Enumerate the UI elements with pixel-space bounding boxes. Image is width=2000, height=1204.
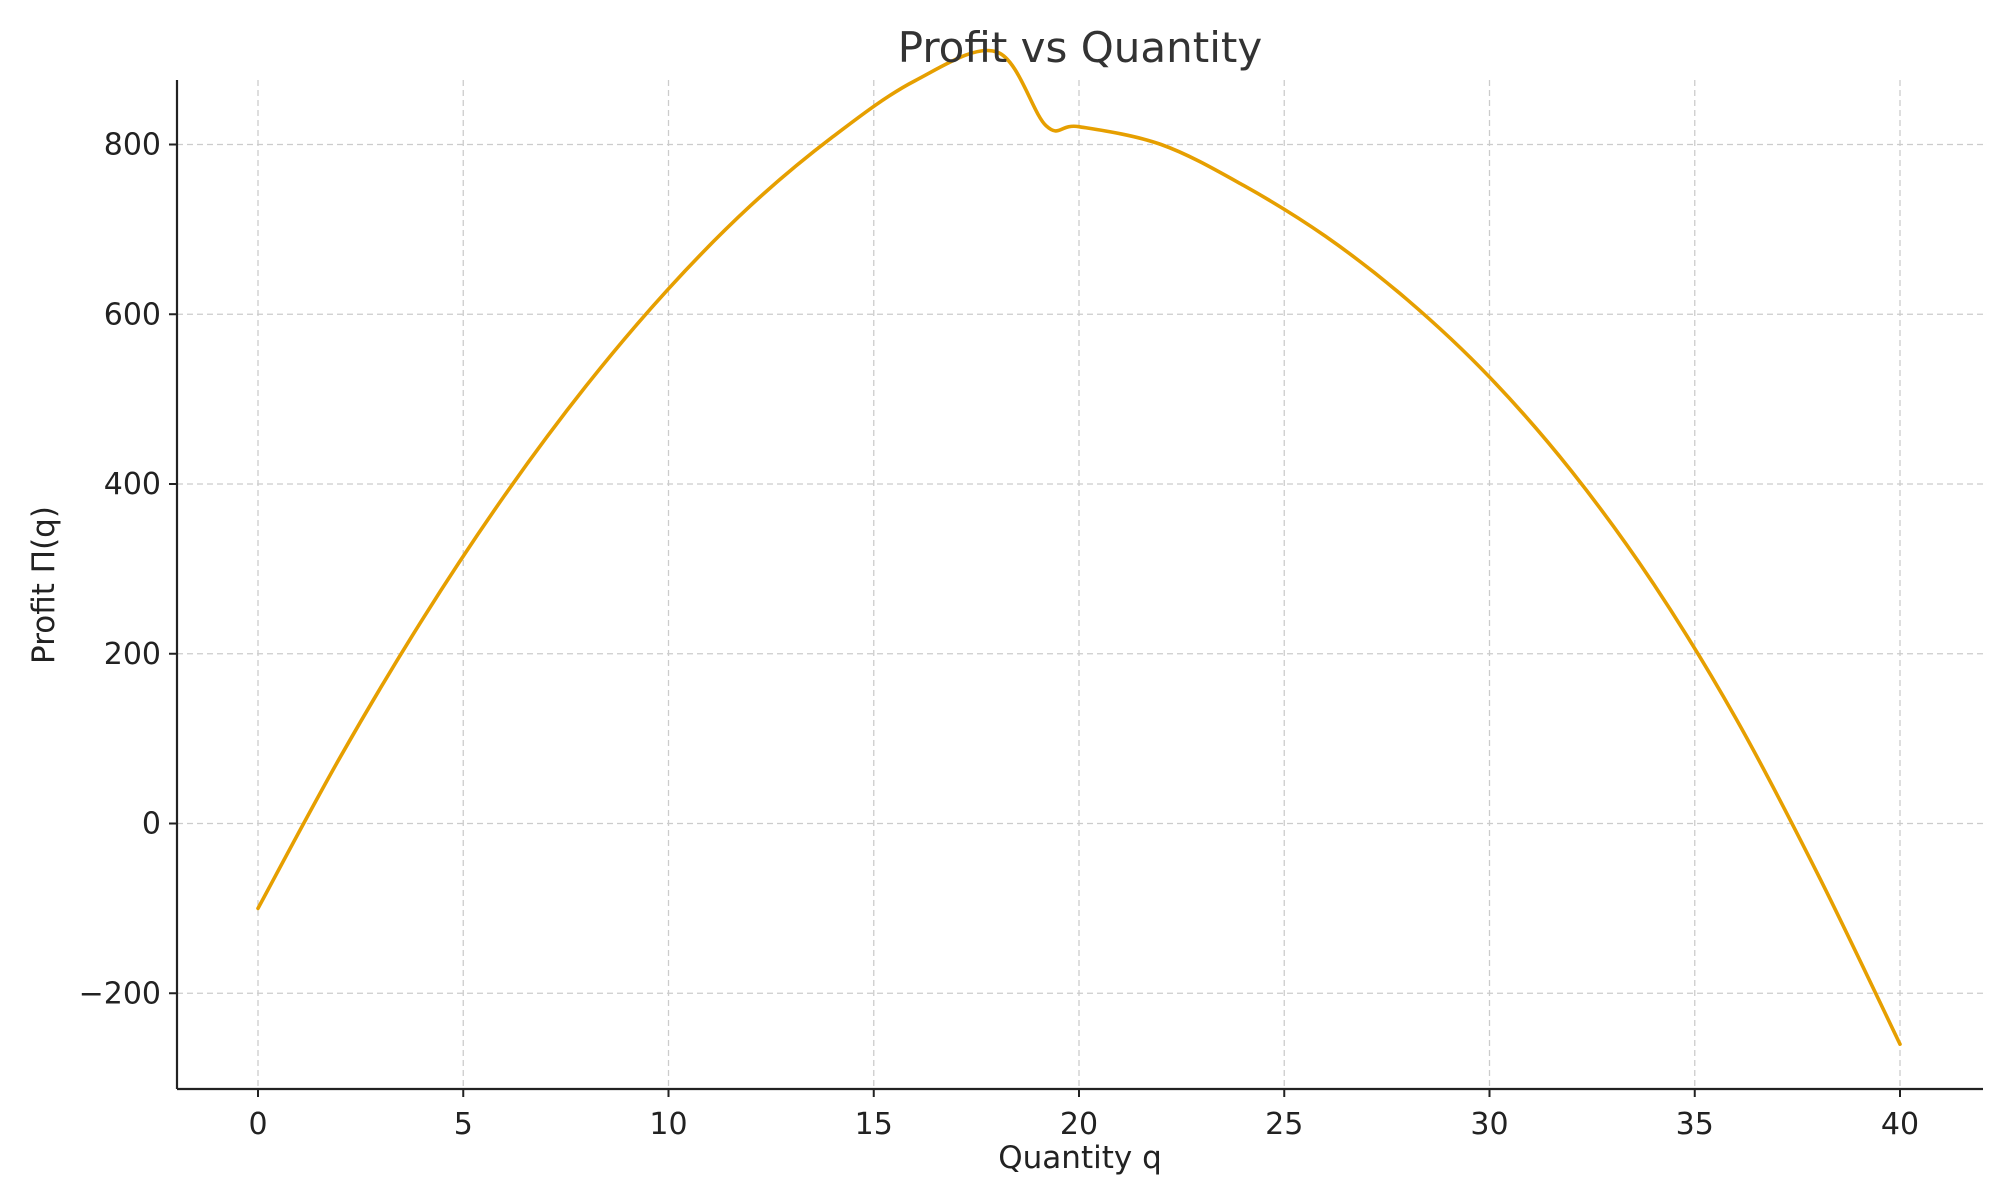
x-tick-label: 25 [1265, 1107, 1303, 1142]
ticks: 0 5 10 15 20 25 30 35 40 −200 0 200 400 600 800 [79, 128, 1920, 1143]
x-tick-label: 30 [1470, 1107, 1508, 1142]
x-tick-label: 20 [1060, 1107, 1098, 1142]
y-tick-label: 800 [104, 128, 161, 163]
y-tick-label: 400 [104, 467, 161, 502]
y-tick-label: 600 [104, 297, 161, 332]
y-tick-label: 0 [142, 807, 161, 842]
y-axis-label: Profit Π(q) [26, 506, 62, 664]
x-tick-label: 40 [1881, 1107, 1919, 1142]
x-axis-label: Quantity q [998, 1140, 1162, 1176]
y-tick-label: 200 [104, 637, 161, 672]
x-tick-label: 15 [855, 1107, 893, 1142]
x-tick-label: 0 [248, 1107, 267, 1142]
x-tick-label: 35 [1676, 1107, 1714, 1142]
y-tick-label: −200 [79, 976, 161, 1011]
chart-title: Profit vs Quantity [898, 23, 1263, 72]
x-tick-label: 10 [649, 1107, 687, 1142]
grid [177, 80, 1983, 1089]
x-tick-label: 5 [454, 1107, 473, 1142]
axes [177, 80, 1983, 1089]
